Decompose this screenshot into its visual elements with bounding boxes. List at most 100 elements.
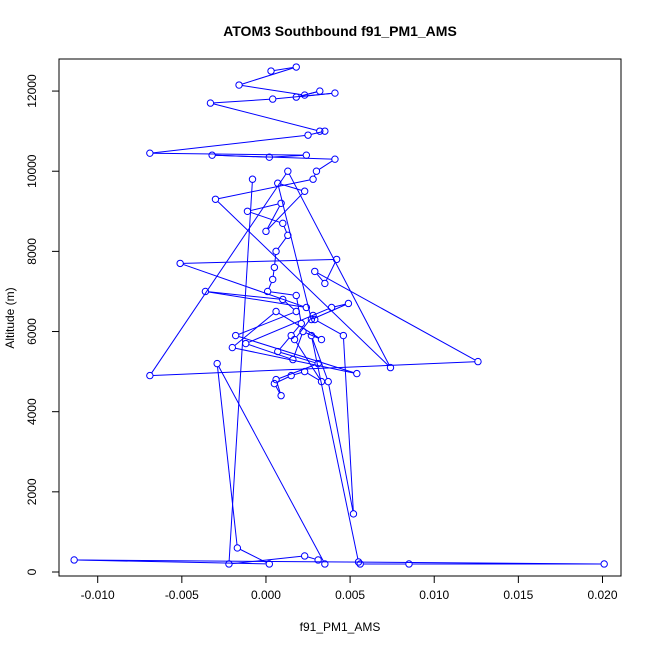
data-point bbox=[300, 91, 309, 99]
data-point bbox=[146, 149, 154, 157]
series-segment bbox=[305, 332, 319, 339]
data-point bbox=[70, 556, 78, 564]
series-segment bbox=[311, 338, 359, 559]
series-segment bbox=[278, 186, 312, 317]
x-tick-label: 0.000 bbox=[251, 588, 281, 602]
data-point bbox=[474, 357, 482, 366]
data-point bbox=[300, 367, 309, 376]
data-point bbox=[292, 307, 300, 316]
data-point bbox=[349, 510, 358, 518]
data-point bbox=[600, 560, 608, 568]
series-segment bbox=[267, 193, 303, 230]
data-point bbox=[211, 195, 220, 203]
data-point bbox=[307, 315, 316, 324]
data-point bbox=[263, 287, 272, 296]
data-point bbox=[270, 379, 279, 388]
data-point bbox=[327, 303, 336, 312]
series-points bbox=[70, 63, 608, 568]
x-tick-label: 0.005 bbox=[335, 588, 365, 602]
data-point bbox=[344, 299, 353, 308]
series-segment bbox=[241, 67, 294, 85]
data-point bbox=[312, 167, 321, 175]
data-point bbox=[304, 131, 312, 139]
x-tick-label: 0.010 bbox=[419, 588, 449, 602]
series-segment bbox=[317, 272, 476, 361]
data-point bbox=[279, 295, 287, 304]
data-point bbox=[268, 275, 277, 284]
data-point bbox=[146, 371, 154, 380]
data-point bbox=[302, 303, 311, 312]
series-segment bbox=[250, 203, 279, 212]
data-point bbox=[176, 259, 184, 268]
data-point bbox=[297, 319, 305, 328]
data-point bbox=[272, 307, 280, 316]
data-point bbox=[311, 315, 319, 324]
series-segment bbox=[277, 237, 287, 250]
data-point bbox=[284, 167, 292, 175]
data-point bbox=[300, 552, 309, 560]
series-segment bbox=[275, 92, 332, 100]
series-segment bbox=[228, 182, 253, 561]
data-point bbox=[235, 81, 243, 89]
data-point bbox=[292, 63, 300, 71]
series-segment bbox=[328, 384, 354, 511]
data-point bbox=[316, 87, 324, 95]
data-point bbox=[302, 151, 311, 159]
data-point bbox=[405, 560, 413, 568]
data-point bbox=[265, 153, 274, 161]
x-tick-label: -0.005 bbox=[165, 588, 199, 602]
data-point bbox=[289, 355, 297, 364]
series-segment bbox=[317, 320, 341, 335]
series-segment bbox=[311, 131, 322, 135]
x-tick-label: 0.015 bbox=[503, 588, 533, 602]
series-segment bbox=[312, 338, 328, 379]
data-point bbox=[272, 375, 280, 384]
data-point bbox=[307, 331, 316, 340]
data-point bbox=[233, 544, 242, 552]
data-point bbox=[201, 287, 210, 296]
y-tick-label: 2000 bbox=[25, 478, 39, 505]
data-point bbox=[290, 335, 299, 344]
series-segment bbox=[318, 160, 333, 170]
data-point bbox=[274, 347, 282, 356]
series-segment bbox=[294, 372, 302, 376]
series-segment bbox=[238, 336, 354, 374]
data-point bbox=[274, 179, 282, 187]
series-segment bbox=[208, 291, 280, 300]
series-segment bbox=[307, 372, 319, 381]
series-segment bbox=[268, 282, 272, 289]
data-point bbox=[300, 187, 309, 195]
series-segment bbox=[242, 85, 302, 96]
series-segment bbox=[232, 555, 302, 565]
x-tick-label: -0.010 bbox=[81, 588, 115, 602]
series-segment bbox=[334, 303, 346, 308]
data-point bbox=[324, 377, 332, 386]
series-segment bbox=[215, 154, 332, 160]
series-segment bbox=[325, 262, 336, 281]
data-point bbox=[331, 89, 339, 97]
data-point bbox=[386, 363, 395, 372]
series-segment bbox=[283, 226, 288, 233]
series-segment bbox=[292, 325, 300, 334]
data-point bbox=[287, 371, 295, 380]
data-point bbox=[309, 311, 317, 320]
data-point bbox=[248, 175, 257, 183]
data-point bbox=[277, 199, 285, 207]
chart-title: ATOM3 Southbound f91_PM1_AMS bbox=[223, 23, 457, 39]
data-point bbox=[311, 267, 319, 276]
series-segment bbox=[307, 556, 316, 560]
data-point bbox=[206, 99, 215, 107]
series-segment bbox=[270, 291, 294, 296]
data-point bbox=[292, 291, 300, 300]
series-segment bbox=[284, 301, 295, 310]
series-segment bbox=[218, 366, 324, 562]
y-tick-label: 8000 bbox=[25, 238, 39, 265]
series-segment bbox=[272, 154, 304, 158]
data-point bbox=[208, 151, 216, 159]
data-point bbox=[339, 331, 348, 340]
y-tick-label: 6000 bbox=[25, 318, 39, 345]
data-point bbox=[213, 359, 221, 368]
data-point bbox=[356, 560, 364, 568]
data-point bbox=[267, 67, 275, 75]
data-point bbox=[277, 391, 285, 400]
